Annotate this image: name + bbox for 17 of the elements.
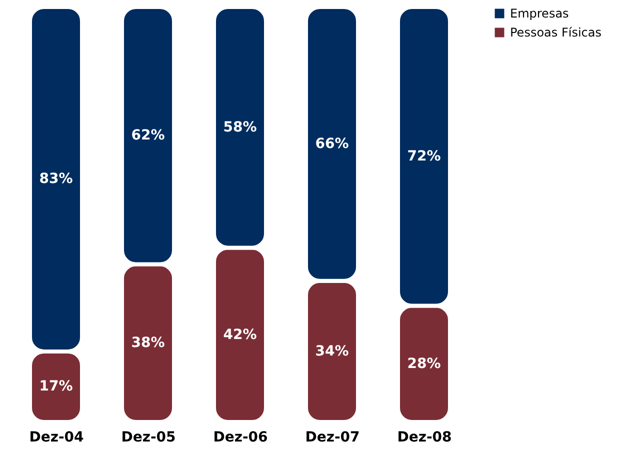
data-label: 42% [223,326,257,343]
x-tick-label: Dez-04 [29,430,84,446]
x-tick-label: Dez-08 [397,430,452,446]
data-label: 38% [131,335,165,352]
data-label: 34% [315,343,349,360]
legend-label: Empresas [510,6,569,20]
data-label: 62% [131,128,165,144]
data-label: 72% [407,148,441,164]
data-label: 58% [223,119,257,136]
data-label: 66% [315,136,349,152]
data-label: 28% [407,356,441,372]
data-label: 17% [39,378,73,395]
legend-label: Pessoas Físicas [510,26,602,40]
x-tick-label: Dez-07 [305,430,360,446]
x-tick-label: Dez-05 [121,430,176,446]
x-tick-label: Dez-06 [213,430,268,446]
data-label: 83% [39,171,73,188]
